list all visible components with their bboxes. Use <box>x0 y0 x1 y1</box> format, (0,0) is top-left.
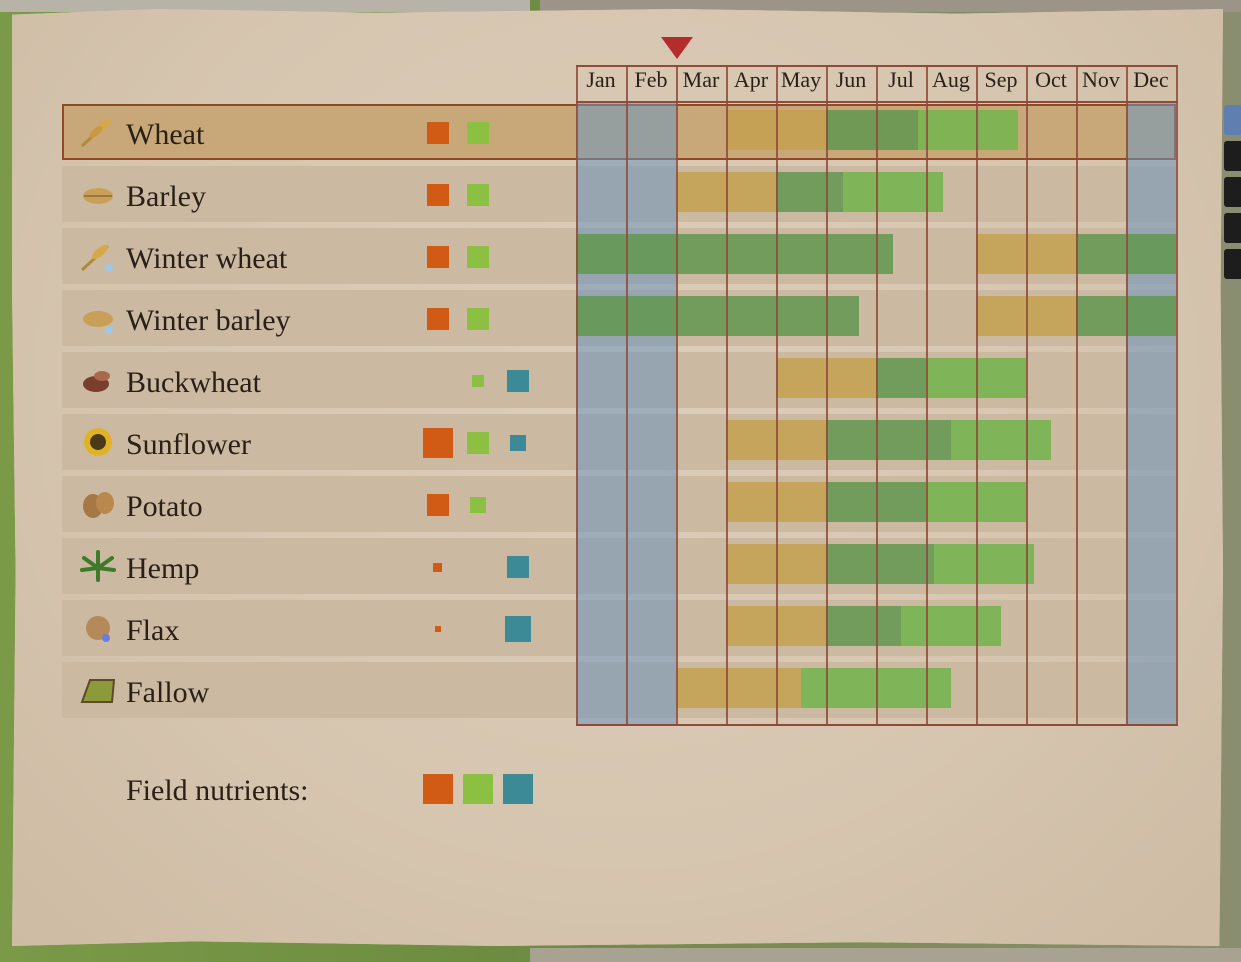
grid-line <box>1026 65 1028 726</box>
crop-name: Buckwheat <box>126 366 261 399</box>
calendar-grid: Jan Feb Mar Apr May Jun Jul Aug Sep Oct … <box>576 65 1178 726</box>
harvest-bar <box>918 110 1018 150</box>
grid-line <box>876 65 878 726</box>
nutrient-2-marker <box>467 246 489 268</box>
grid-line <box>726 65 728 726</box>
nutrient-1-marker <box>427 184 449 206</box>
month-label: Dec <box>1133 67 1169 92</box>
hemp-icon <box>80 550 116 582</box>
nutrient-2-marker <box>467 432 489 454</box>
harvest-bar <box>843 172 943 212</box>
crop-name: Winter wheat <box>126 242 288 275</box>
growing-bar <box>826 420 951 460</box>
legend-nutrient-3 <box>503 774 533 804</box>
side-tab[interactable] <box>1224 177 1241 207</box>
month-label: Jun <box>835 67 867 92</box>
growing-bar <box>576 296 859 336</box>
growing-bar <box>826 110 918 150</box>
winter-wheat-icon <box>80 244 113 272</box>
month-label: Apr <box>733 67 769 92</box>
nutrient-3-marker <box>505 616 531 642</box>
crop-name: Flax <box>126 614 180 647</box>
nutrient-1-marker <box>427 308 449 330</box>
winter-shade-jan <box>576 103 626 725</box>
map-building-top <box>540 0 1241 12</box>
crop-name: Hemp <box>126 552 200 585</box>
nutrient-2-marker <box>467 184 489 206</box>
nutrient-1-marker <box>435 626 441 632</box>
month-label: Sep <box>984 67 1018 92</box>
growing-bar <box>876 358 926 398</box>
nutrient-1-marker <box>427 246 449 268</box>
crop-name: Sunflower <box>126 428 251 461</box>
side-tab[interactable] <box>1224 249 1241 279</box>
nutrient-2-marker <box>470 497 486 513</box>
side-tab[interactable] <box>1224 213 1241 243</box>
map-road <box>0 0 530 12</box>
grid-line <box>976 65 978 726</box>
nutrient-1-marker <box>433 563 442 572</box>
buckwheat-icon <box>83 371 110 392</box>
crop-name: Winter barley <box>126 304 291 337</box>
nutrient-3-marker <box>507 556 529 578</box>
nutrient-1-marker <box>427 494 449 516</box>
growing-bar <box>826 606 901 646</box>
crop-name: Wheat <box>126 118 205 151</box>
current-month-marker-icon <box>661 37 693 59</box>
harvest-bar <box>951 420 1051 460</box>
month-label: Feb <box>634 67 668 92</box>
grid-line <box>926 65 928 726</box>
crop-name: Fallow <box>126 676 210 709</box>
grid-line <box>776 65 778 726</box>
legend-nutrient-2 <box>463 774 493 804</box>
map-building-bottom <box>530 948 1241 962</box>
nutrient-3-marker <box>510 435 526 451</box>
crop-name: Barley <box>126 180 206 213</box>
flax-icon <box>86 616 110 642</box>
nutrient-2-marker <box>467 308 489 330</box>
legend-nutrient-1 <box>423 774 453 804</box>
month-label: Oct <box>1035 67 1067 92</box>
month-label: Nov <box>1082 67 1120 92</box>
nutrient-2-marker <box>467 122 489 144</box>
grid-line <box>826 65 828 726</box>
month-label: Mar <box>682 67 720 92</box>
side-tab[interactable] <box>1224 141 1241 171</box>
fallow-icon <box>80 679 116 703</box>
winter-shade-dec <box>1126 103 1176 725</box>
potato-icon <box>83 492 114 518</box>
crop-name: Potato <box>126 490 203 523</box>
harvest-bar <box>934 544 1034 584</box>
legend-label: Field nutrients: <box>126 774 309 807</box>
growing-bar <box>776 172 843 212</box>
growing-bar <box>826 544 934 584</box>
nutrient-1-marker <box>427 122 449 144</box>
grid-line <box>1176 65 1178 726</box>
winter-shade-feb <box>626 103 676 725</box>
month-label: May <box>780 67 822 92</box>
grid-line <box>676 65 678 726</box>
barley-icon <box>83 188 113 204</box>
nutrient-1-marker <box>423 428 453 458</box>
winter-barley-icon <box>83 311 113 334</box>
grid-line <box>626 65 628 726</box>
grid-line <box>1126 65 1128 726</box>
grid-line <box>1076 65 1078 726</box>
nutrient-2-marker <box>472 375 484 387</box>
wheat-icon <box>80 118 112 148</box>
month-label: Jan <box>586 67 616 92</box>
nutrient-3-marker <box>507 370 529 392</box>
month-label: Aug <box>932 67 970 92</box>
grid-line <box>576 65 578 726</box>
sunflower-icon <box>84 428 112 456</box>
sowing-bar <box>676 668 801 708</box>
growing-bar <box>576 234 893 274</box>
side-tab-active[interactable] <box>1224 105 1241 135</box>
month-label: Jul <box>888 67 914 92</box>
harvest-bar <box>901 606 1001 646</box>
